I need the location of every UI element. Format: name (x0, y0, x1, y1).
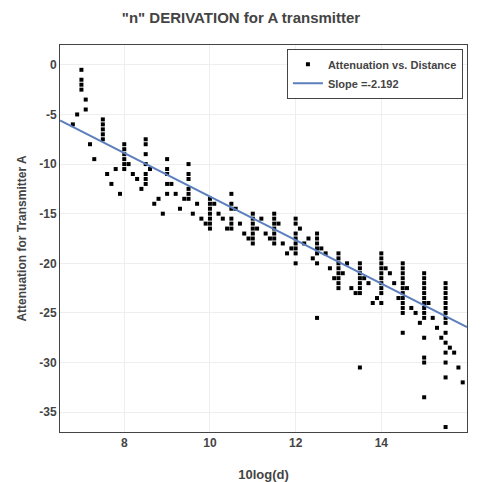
svg-text:-20: -20 (39, 257, 57, 271)
svg-text:-30: -30 (39, 356, 57, 370)
svg-text:-10: -10 (39, 157, 57, 171)
svg-text:-35: -35 (39, 405, 57, 419)
svg-text:-5: -5 (46, 108, 57, 122)
svg-text:8: 8 (121, 436, 128, 450)
svg-text:Slope =-2.192: Slope =-2.192 (328, 78, 399, 90)
svg-text:0: 0 (50, 58, 57, 72)
svg-text:Attenuation vs. Distance: Attenuation vs. Distance (328, 59, 456, 71)
svg-text:10: 10 (203, 436, 217, 450)
svg-text:-15: -15 (39, 207, 57, 221)
svg-text:"n" DERIVATION for A transmitt: "n" DERIVATION for A transmitter (122, 9, 361, 26)
svg-text:12: 12 (289, 436, 303, 450)
svg-text:14: 14 (375, 436, 389, 450)
svg-text:Attenuation for Transmitter A: Attenuation for Transmitter A (15, 155, 29, 322)
svg-text:10log(d): 10log(d) (238, 467, 289, 482)
svg-text:-25: -25 (39, 306, 57, 320)
